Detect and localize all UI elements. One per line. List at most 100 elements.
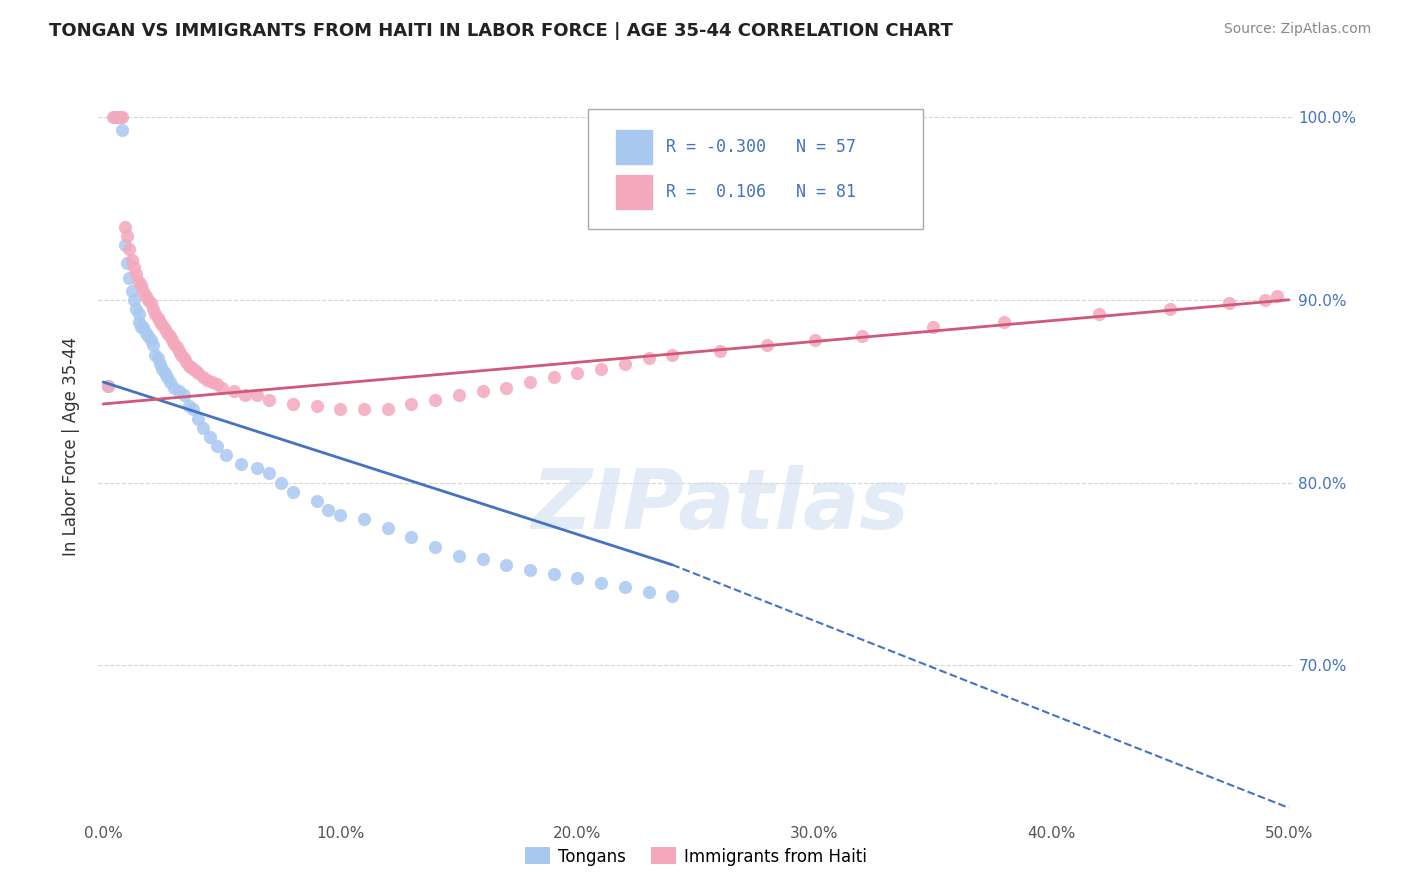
- Point: [111, 123, 134, 137]
- Point: [471, 552, 494, 566]
- Point: [108, 110, 131, 124]
- Point: [519, 563, 541, 577]
- Point: [114, 219, 136, 234]
- Point: [329, 402, 352, 417]
- Point: [135, 326, 157, 340]
- Point: [257, 467, 280, 481]
- Point: [139, 296, 162, 310]
- Point: [423, 393, 446, 408]
- Point: [353, 512, 375, 526]
- Point: [118, 242, 141, 256]
- Point: [1218, 296, 1240, 310]
- FancyBboxPatch shape: [589, 109, 922, 228]
- Point: [197, 373, 219, 387]
- Point: [180, 360, 202, 375]
- FancyBboxPatch shape: [614, 174, 652, 210]
- Point: [401, 397, 423, 411]
- Point: [201, 375, 224, 389]
- Text: Source: ZipAtlas.com: Source: ZipAtlas.com: [1223, 22, 1371, 37]
- Point: [377, 521, 399, 535]
- Point: [246, 388, 269, 402]
- Point: [222, 384, 245, 399]
- Point: [181, 362, 204, 376]
- Point: [159, 329, 181, 343]
- Point: [163, 380, 186, 394]
- Point: [567, 366, 589, 380]
- Point: [235, 388, 257, 402]
- Point: [101, 110, 124, 124]
- Point: [170, 348, 193, 362]
- Point: [543, 369, 565, 384]
- Point: [166, 340, 188, 354]
- Point: [153, 366, 176, 380]
- Point: [191, 369, 214, 384]
- Point: [495, 558, 517, 572]
- Point: [173, 388, 195, 402]
- Point: [136, 293, 159, 307]
- Point: [156, 369, 179, 384]
- Point: [146, 311, 169, 326]
- Point: [129, 278, 152, 293]
- Point: [495, 380, 517, 394]
- Point: [377, 402, 399, 417]
- Point: [128, 307, 150, 321]
- Point: [159, 375, 181, 389]
- Point: [167, 343, 190, 358]
- Point: [543, 566, 565, 581]
- Point: [177, 399, 200, 413]
- Point: [129, 320, 152, 334]
- Point: [851, 329, 873, 343]
- Point: [215, 448, 238, 462]
- Point: [211, 380, 233, 394]
- Point: [756, 338, 779, 352]
- Y-axis label: In Labor Force | Age 35-44: In Labor Force | Age 35-44: [62, 336, 80, 556]
- Point: [205, 439, 228, 453]
- Point: [115, 228, 138, 243]
- Point: [709, 343, 731, 358]
- Point: [122, 293, 145, 307]
- Point: [174, 355, 197, 369]
- Point: [142, 301, 165, 316]
- Point: [184, 364, 207, 378]
- Point: [121, 252, 143, 267]
- Point: [177, 359, 200, 373]
- Point: [122, 260, 145, 274]
- Point: [270, 475, 292, 490]
- Point: [803, 333, 825, 347]
- Point: [128, 315, 150, 329]
- Point: [519, 375, 541, 389]
- Point: [111, 110, 134, 124]
- Point: [152, 318, 174, 333]
- Point: [149, 357, 172, 371]
- Point: [329, 508, 352, 523]
- Point: [135, 289, 157, 303]
- Point: [146, 351, 169, 366]
- Point: [1254, 293, 1277, 307]
- Point: [105, 110, 128, 124]
- Point: [191, 421, 214, 435]
- Point: [922, 320, 945, 334]
- Point: [132, 284, 155, 298]
- Point: [993, 315, 1015, 329]
- Point: [281, 397, 304, 411]
- Point: [637, 585, 659, 599]
- Point: [257, 393, 280, 408]
- Point: [281, 484, 304, 499]
- Point: [118, 271, 141, 285]
- Point: [591, 576, 613, 591]
- Point: [567, 571, 589, 585]
- Point: [637, 351, 659, 366]
- Point: [318, 503, 340, 517]
- Point: [471, 384, 494, 399]
- Point: [143, 307, 166, 321]
- Point: [1088, 307, 1111, 321]
- Point: [187, 411, 209, 425]
- Point: [187, 366, 209, 380]
- Point: [139, 333, 162, 347]
- Point: [142, 338, 165, 352]
- Point: [353, 402, 375, 417]
- Point: [97, 378, 120, 392]
- Point: [136, 329, 159, 343]
- Point: [167, 384, 190, 399]
- Text: R =  0.106   N = 81: R = 0.106 N = 81: [666, 183, 856, 201]
